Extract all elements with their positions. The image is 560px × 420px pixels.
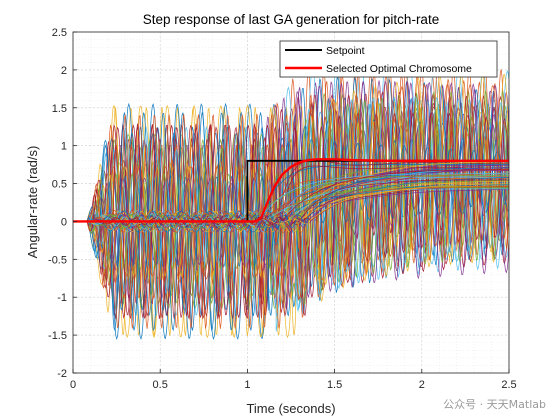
y-tick-label: 1	[61, 141, 67, 153]
population-trace	[73, 176, 509, 233]
y-tick-label: 0	[61, 216, 67, 228]
x-tick-label: 2.5	[501, 379, 516, 391]
y-tick-label: -1.5	[48, 330, 67, 342]
population-trace	[73, 159, 509, 227]
y-tick-label: -0.5	[48, 254, 67, 266]
x-tick-label: 2	[419, 379, 425, 391]
population-trace	[73, 174, 509, 228]
population-trace	[73, 69, 509, 296]
legend: Setpoint Selected Optimal Chromosome	[279, 40, 498, 78]
population-trace	[73, 174, 509, 230]
x-axis-label: Time (seconds)	[246, 401, 335, 416]
y-tick-label: 1.5	[52, 103, 67, 115]
population-trace	[73, 167, 509, 229]
legend-label-optimal: Selected Optimal Chromosome	[326, 63, 472, 75]
y-tick-label: -1	[57, 292, 67, 304]
x-tick-label: 1	[244, 379, 250, 391]
population-trace	[73, 83, 509, 329]
series-lines	[73, 158, 509, 223]
population-trace	[73, 168, 509, 225]
y-axis-ticks: -2 -1.5 -1 -0.5 0 0.5 1 1.5 2 2.5	[48, 27, 77, 380]
legend-box	[279, 40, 498, 78]
x-tick-label: 0	[70, 379, 76, 391]
chart-title: Step response of last GA generation for …	[143, 12, 439, 27]
x-axis-ticks: 0 0.5 1 1.5 2 2.5	[70, 369, 517, 391]
y-tick-label: 0.5	[52, 179, 67, 191]
x-tick-label: 1.5	[327, 379, 342, 391]
y-axis-label: Angular-rate (rad/s)	[25, 146, 40, 259]
population-trace	[73, 185, 509, 230]
optimal-chromosome-line	[73, 158, 509, 223]
x-tick-label: 0.5	[153, 379, 168, 391]
watermark: 公众号 · 天天Matlab	[443, 398, 546, 411]
legend-label-setpoint: Setpoint	[326, 45, 365, 57]
axes-box	[72, 31, 510, 374]
y-tick-label: 2.5	[52, 27, 67, 39]
y-tick-label: -2	[57, 368, 67, 380]
y-tick-label: 2	[61, 65, 67, 77]
